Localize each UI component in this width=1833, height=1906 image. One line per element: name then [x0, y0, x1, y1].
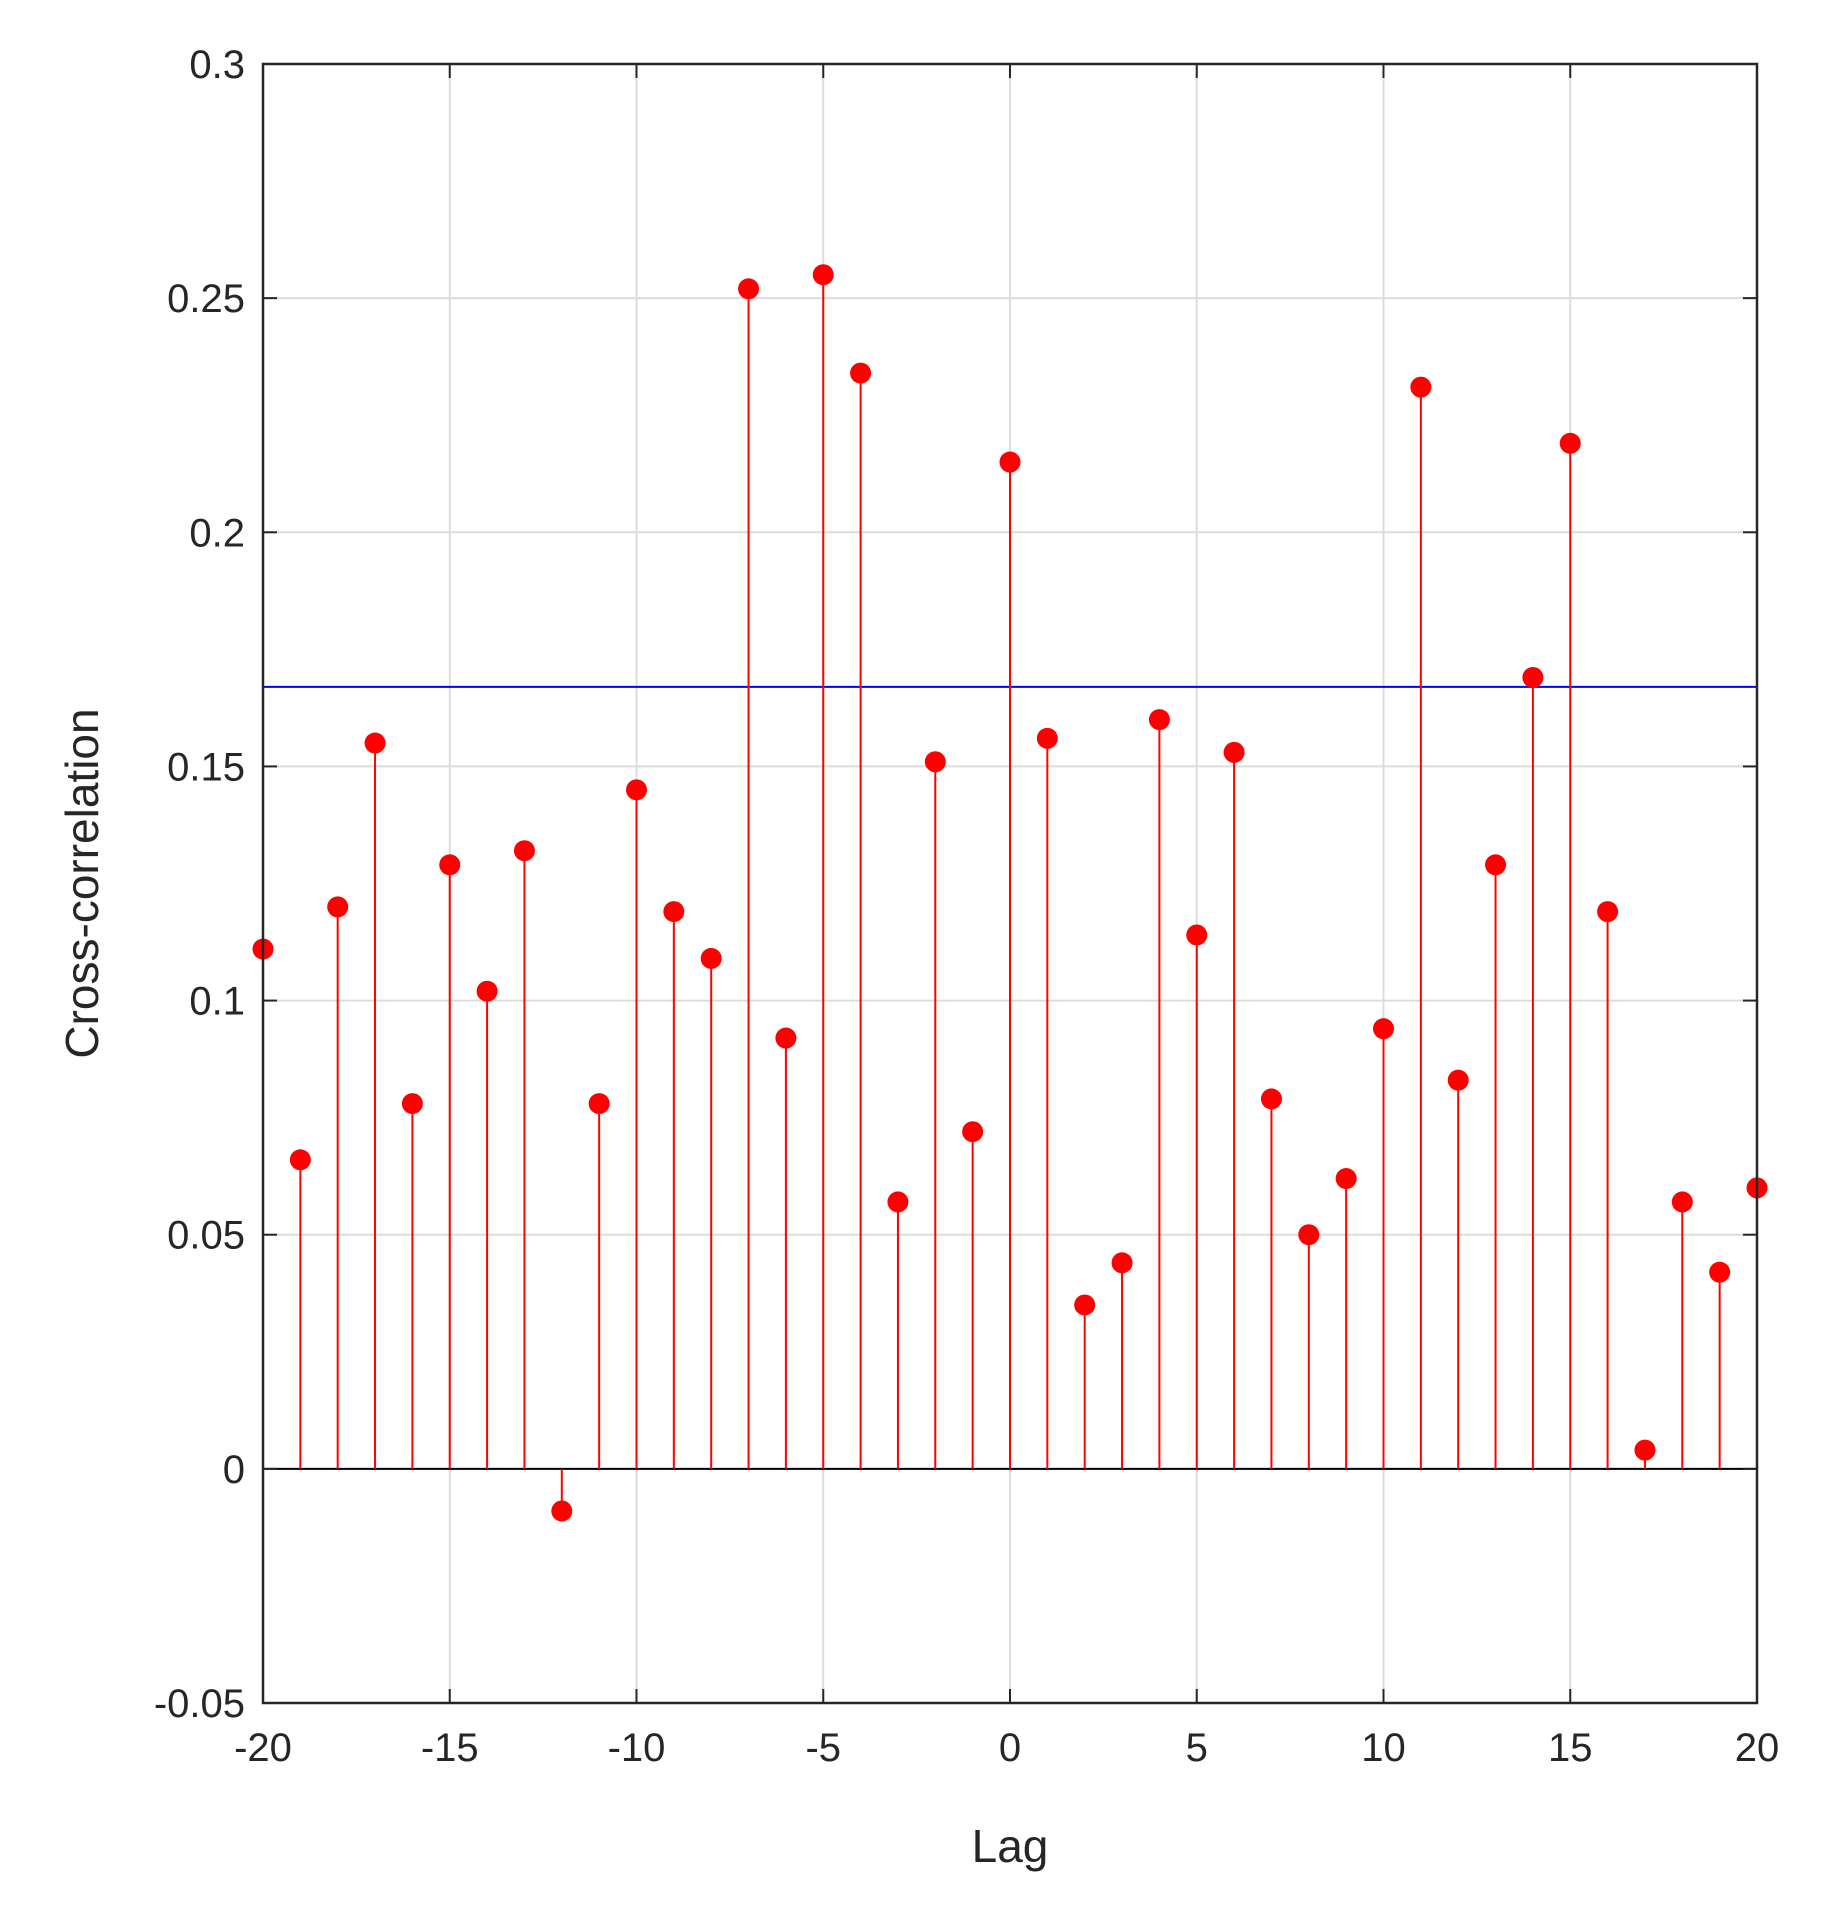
- y-tick-label: 0.05: [167, 1214, 245, 1258]
- x-tick-label: -10: [608, 1726, 666, 1770]
- stem-marker: [999, 451, 1021, 473]
- x-tick-label: 5: [1186, 1726, 1208, 1770]
- x-tick-label: -15: [421, 1726, 479, 1770]
- stem-marker: [513, 840, 535, 862]
- stem-marker: [439, 854, 461, 876]
- stem-marker: [700, 947, 722, 969]
- stem-marker: [738, 278, 760, 300]
- x-tick-label: -20: [234, 1726, 292, 1770]
- axes: [261, 62, 1759, 1705]
- y-tick-label: 0.25: [167, 277, 245, 321]
- stem-marker: [1074, 1294, 1096, 1316]
- stem-marker: [1597, 901, 1619, 923]
- stem-marker: [775, 1027, 797, 1049]
- stem-marker: [1335, 1168, 1357, 1190]
- y-tick-label: 0.2: [189, 511, 245, 555]
- y-tick-label: 0: [223, 1448, 245, 1492]
- stem-marker: [924, 751, 946, 773]
- stem-marker: [1410, 376, 1432, 398]
- stem-marker: [1559, 432, 1581, 454]
- tick-labels: -20 -15 -10 -5 0 5 10 15 20 -0.05 0 0.05 0.1 0.15 0.2 0…: [154, 43, 1779, 1770]
- stem-marker: [327, 896, 349, 918]
- stem-marker: [1485, 854, 1507, 876]
- stems: [252, 264, 1768, 1522]
- stem-marker: [476, 980, 498, 1002]
- stem-marker: [663, 901, 685, 923]
- y-tick-label: 0.1: [189, 980, 245, 1024]
- stem-marker: [1111, 1252, 1133, 1274]
- x-tick-label: 15: [1548, 1726, 1593, 1770]
- y-tick-label: 0.15: [167, 745, 245, 789]
- stem-marker: [962, 1121, 984, 1143]
- stem-marker: [1522, 666, 1544, 688]
- stem-marker: [1036, 727, 1058, 749]
- y-axis-label: Cross-correlation: [56, 708, 108, 1058]
- stem-marker: [364, 732, 386, 754]
- stem-marker: [812, 264, 834, 286]
- x-tick-label: 10: [1361, 1726, 1406, 1770]
- stem-marker: [1186, 924, 1208, 946]
- stem-marker: [289, 1149, 311, 1171]
- x-tick-label: 20: [1735, 1726, 1780, 1770]
- x-tick-label: 0: [999, 1726, 1021, 1770]
- stem-marker: [1260, 1088, 1282, 1110]
- stem-marker: [1298, 1224, 1320, 1246]
- stem-marker: [887, 1191, 909, 1213]
- stem-marker: [1634, 1439, 1656, 1461]
- stem-marker: [401, 1093, 423, 1115]
- stem-marker: [1671, 1191, 1693, 1213]
- stem-marker: [850, 362, 872, 384]
- stem-marker: [1373, 1018, 1394, 1040]
- x-axis-label: Lag: [972, 1820, 1049, 1872]
- y-tick-label: 0.3: [189, 43, 245, 87]
- stem-marker: [588, 1093, 610, 1115]
- stem-marker: [1223, 741, 1245, 763]
- stem-marker: [1709, 1261, 1731, 1283]
- stem-marker: [1447, 1069, 1469, 1091]
- stem-marker: [551, 1500, 573, 1522]
- stem-marker: [626, 779, 647, 801]
- stem-marker: [1148, 709, 1170, 731]
- x-tick-label: -5: [805, 1726, 841, 1770]
- y-tick-label: -0.05: [154, 1682, 245, 1726]
